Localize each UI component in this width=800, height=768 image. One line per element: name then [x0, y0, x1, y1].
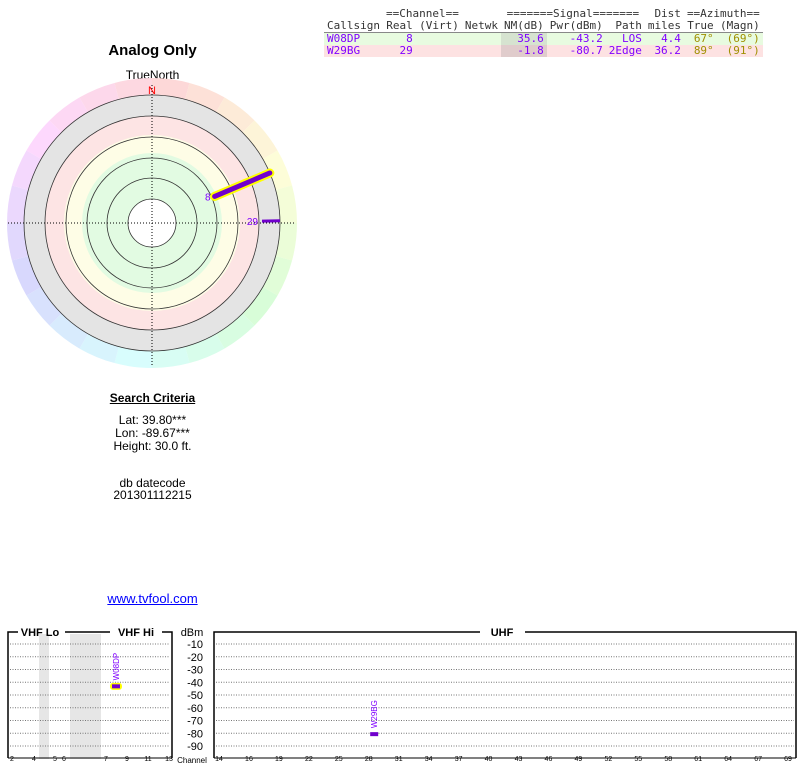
- distance: 4.4: [661, 32, 681, 45]
- db-datecode-value: 201301112215: [113, 488, 192, 502]
- db-tick-label: -80: [187, 728, 203, 740]
- uhf-channel-tick: 43: [515, 756, 523, 763]
- dbm-unit-label: dBm: [181, 627, 204, 639]
- search-lat: Lat: 39.80***: [118, 413, 187, 427]
- db-tick-label: -60: [187, 703, 203, 715]
- vhf-lo-label: VHF Lo: [21, 627, 60, 639]
- uhf-channel-tick: 25: [335, 756, 343, 763]
- db-datecode-label: db datecode: [119, 476, 186, 490]
- col-magn: (Magn): [720, 19, 760, 32]
- db-tick-label: -70: [187, 716, 203, 728]
- db-tick-label: -10: [187, 639, 203, 651]
- uhf-label: UHF: [491, 627, 514, 639]
- vhf-channel-tick: 2: [10, 756, 14, 763]
- vhf-channel-tick: 13: [165, 756, 173, 763]
- col-nm: NM(dB): [503, 19, 544, 32]
- uhf-channel-tick: 49: [575, 756, 583, 763]
- marker-callsign-label: W08DP: [112, 653, 121, 681]
- noise-margin: 35.6: [500, 32, 547, 45]
- path: LOS: [621, 32, 642, 45]
- search-criteria-heading: Search Criteria: [109, 391, 196, 405]
- tvfool-link[interactable]: www.tvfool.com: [107, 591, 198, 606]
- vhf-channel-tick: 5: [53, 756, 57, 763]
- uhf-channel-tick: 37: [455, 756, 463, 763]
- search-height: Height: 30.0 ft.: [113, 439, 192, 453]
- power: -80.7: [569, 44, 603, 57]
- ray-channel-label: 29: [247, 217, 259, 228]
- signal-ray-W08DP: [212, 170, 273, 199]
- uhf-channel-tick: 46: [545, 756, 553, 763]
- virt-channel: [416, 45, 462, 57]
- search-lon: Lon: -89.67***: [115, 426, 190, 440]
- col-dist: Dist miles: [644, 8, 684, 33]
- marker-callsign-label: W29BG: [370, 700, 379, 728]
- polar-plot: N 8 29: [7, 78, 297, 368]
- col-pwr: Pwr(dBm): [549, 19, 603, 32]
- uhf-channel-tick: 16: [245, 756, 253, 763]
- vhf-channel-tick: 11: [144, 756, 151, 763]
- vhf-hi-label: VHF Hi: [118, 627, 154, 639]
- uhf-channel-tick: 61: [694, 756, 702, 763]
- col-virt: (Virt): [419, 19, 459, 32]
- db-tick-label: -20: [187, 652, 203, 664]
- page-title: Analog Only: [108, 42, 197, 59]
- channel-axis-label: Channel: [177, 756, 207, 765]
- azimuth-true: 89°: [693, 44, 714, 57]
- db-tick-label: -40: [187, 677, 203, 689]
- uhf-channel-tick: 14: [215, 756, 223, 763]
- spectrum-chart: VHF Lo VHF Hi UHF dBm Channel -10-20-30-…: [7, 627, 797, 765]
- callsign[interactable]: W29BG: [327, 44, 361, 57]
- azimuth-true: 67°: [693, 32, 714, 45]
- uhf-channel-tick: 67: [754, 756, 762, 763]
- signal-group-header: =======Signal=======: [506, 7, 640, 20]
- db-tick-label: -90: [187, 741, 203, 753]
- virt-channel: [416, 33, 462, 46]
- db-tick-label: -30: [187, 665, 203, 677]
- signal-marker-W08DP: [112, 684, 120, 689]
- true-north-label: TrueNorth: [125, 68, 180, 82]
- uhf-channel-tick: 19: [275, 756, 283, 763]
- uhf-channel-tick: 55: [634, 756, 642, 763]
- power: -43.2: [569, 32, 603, 45]
- uhf-channel-tick: 40: [485, 756, 493, 763]
- col-netwk: Netwk: [464, 19, 498, 32]
- channel-group-header: ==Channel==: [385, 7, 459, 20]
- vhf-channel-tick: 7: [104, 756, 108, 763]
- uhf-channel-tick: 58: [664, 756, 672, 763]
- uhf-channel-tick: 28: [365, 756, 373, 763]
- uhf-channel-tick: 52: [604, 756, 612, 763]
- azimuth-group-header: ==Azimuth==: [686, 7, 760, 20]
- real-channel: 29: [399, 44, 413, 57]
- azimuth-magn: (69°): [726, 32, 760, 45]
- uhf-channel-tick: 64: [724, 756, 732, 763]
- table-row[interactable]: W08DP 8 35.6 -43.2 LOS 4.4 67° (69°): [324, 32, 763, 46]
- network: [462, 45, 501, 57]
- ray-channel-label: 8: [205, 192, 211, 203]
- vhf-channel-tick: 4: [32, 756, 36, 763]
- vhf-channel-tick: 6: [62, 756, 66, 763]
- signal-marker-W29BG: [370, 732, 379, 737]
- col-true: True: [687, 19, 714, 32]
- uhf-channel-tick: 22: [305, 756, 313, 763]
- uhf-channel-tick: 34: [425, 756, 433, 763]
- path: 2Edge: [608, 44, 642, 57]
- vhf-channel-tick: 9: [125, 756, 129, 763]
- noise-margin: -1.8: [500, 45, 547, 57]
- callsign[interactable]: W08DP: [327, 32, 361, 45]
- col-real: Real: [386, 19, 413, 32]
- db-tick-label: -50: [187, 690, 203, 702]
- uhf-channel-tick: 69: [784, 756, 792, 763]
- distance: 36.2: [654, 44, 681, 57]
- station-table: ==Channel== =======Signal======= Dist mile…: [324, 8, 763, 57]
- real-channel: 8: [406, 32, 413, 45]
- north-marker: N: [148, 85, 156, 97]
- azimuth-magn: (91°): [726, 44, 760, 57]
- col-path: Path: [615, 19, 642, 32]
- network: [462, 33, 501, 46]
- col-callsign: Callsign: [327, 19, 380, 32]
- table-row[interactable]: W29BG 29 -1.8 -80.7 2Edge 36.2 89° (91°): [324, 45, 763, 57]
- uhf-channel-tick: 31: [395, 756, 403, 763]
